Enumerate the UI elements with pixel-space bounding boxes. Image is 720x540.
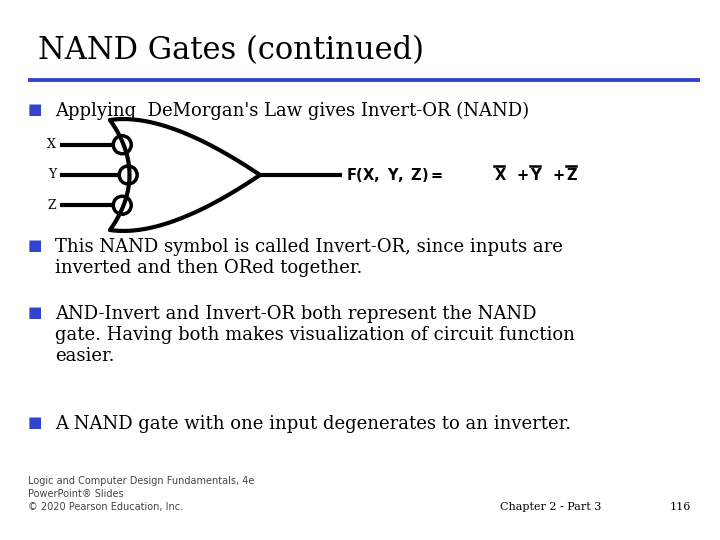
Text: Y: Y	[48, 168, 56, 181]
Text: NAND Gates (continued): NAND Gates (continued)	[38, 35, 424, 66]
Text: $\mathbf{Z}$: $\mathbf{Z}$	[566, 167, 578, 183]
Text: ■: ■	[28, 238, 42, 253]
Text: This NAND symbol is called Invert-OR, since inputs are
inverted and then ORed to: This NAND symbol is called Invert-OR, si…	[55, 238, 563, 277]
Text: ■: ■	[28, 102, 42, 117]
Text: Chapter 2 - Part 3: Chapter 2 - Part 3	[500, 502, 601, 512]
Text: $\mathbf{Y}$: $\mathbf{Y}$	[530, 167, 543, 183]
Text: $\mathbf{F ( X ,\ Y ,\ Z ) =}$: $\mathbf{F ( X ,\ Y ,\ Z ) =}$	[346, 166, 444, 184]
Text: $\mathbf{+}$: $\mathbf{+}$	[552, 167, 564, 183]
Text: ■: ■	[28, 415, 42, 430]
Text: AND-Invert and Invert-OR both represent the NAND
gate. Having both makes visuali: AND-Invert and Invert-OR both represent …	[55, 305, 575, 364]
Text: A NAND gate with one input degenerates to an inverter.: A NAND gate with one input degenerates t…	[55, 415, 571, 433]
Text: $\mathbf{X}$: $\mathbf{X}$	[494, 167, 507, 183]
Text: ■: ■	[28, 305, 42, 320]
Text: Z: Z	[48, 199, 56, 212]
Text: $\mathbf{+}$: $\mathbf{+}$	[516, 167, 528, 183]
Text: Logic and Computer Design Fundamentals, 4e
PowerPoint® Slides
© 2020 Pearson Edu: Logic and Computer Design Fundamentals, …	[28, 476, 254, 512]
Text: X: X	[47, 138, 56, 151]
Text: 116: 116	[670, 502, 691, 512]
Text: Applying  De​Morgan's Law gives Invert-OR (NAND): Applying De​Morgan's Law gives Invert-OR…	[55, 102, 529, 120]
